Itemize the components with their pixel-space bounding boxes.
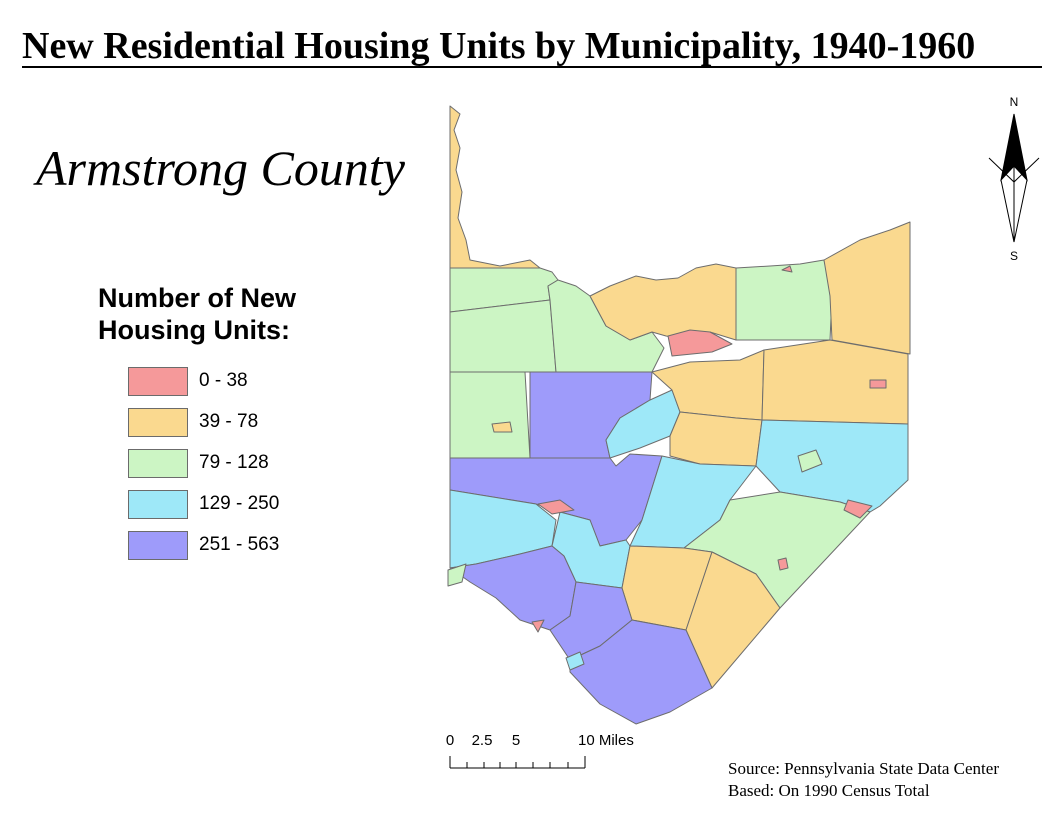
municipality-red-small-a[interactable] bbox=[537, 499, 575, 515]
municipality-red-small-b[interactable] bbox=[843, 499, 873, 519]
north-label: N bbox=[1010, 95, 1019, 109]
legend-item-class4: 129 - 250 bbox=[128, 490, 348, 520]
map-title: New Residential Housing Units by Municip… bbox=[22, 25, 976, 67]
north-arrow-icon: N S bbox=[988, 95, 1040, 263]
municipality-red-small-c[interactable] bbox=[531, 619, 545, 633]
source-note: Source: Pennsylvania State Data Center B… bbox=[728, 758, 1053, 802]
legend-item-class2: 39 - 78 bbox=[128, 408, 348, 438]
municipality-cyan-small[interactable] bbox=[565, 651, 585, 671]
municipality-far-northeast[interactable] bbox=[823, 221, 911, 355]
municipality-west-lower[interactable] bbox=[449, 371, 531, 459]
legend-item-class5: 251 - 563 bbox=[128, 531, 348, 561]
municipality-yellow-lower-center[interactable] bbox=[669, 411, 763, 467]
municipality-red-north[interactable] bbox=[667, 329, 733, 357]
legend-swatch-class3 bbox=[128, 449, 188, 478]
legend-label-class4: 129 - 250 bbox=[199, 493, 280, 514]
legend-title-line1: Number of New bbox=[98, 283, 297, 313]
source-line2: Based: On 1990 Census Total bbox=[728, 781, 930, 800]
legend-swatch-class2 bbox=[128, 408, 188, 437]
legend-label-class2: 39 - 78 bbox=[199, 411, 259, 432]
municipality-yellow-south-east[interactable] bbox=[685, 551, 781, 689]
municipality-north-central[interactable] bbox=[589, 263, 737, 341]
legend-label-class1: 0 - 38 bbox=[199, 370, 248, 391]
municipality-green-small[interactable] bbox=[797, 449, 823, 473]
south-label: S bbox=[1010, 249, 1018, 263]
legend-title-line2: Housing Units: bbox=[98, 315, 290, 345]
legend-item-class1: 0 - 38 bbox=[128, 367, 348, 397]
municipality-red-small-e[interactable] bbox=[777, 557, 789, 571]
municipality-west-middle[interactable] bbox=[449, 299, 557, 373]
municipality-yellow-small[interactable] bbox=[491, 421, 513, 433]
scale-label-0: 0 bbox=[446, 732, 454, 749]
county-map bbox=[447, 105, 911, 725]
legend-swatch-class1 bbox=[128, 367, 188, 396]
legend-swatch-class4 bbox=[128, 490, 188, 519]
municipality-yellow-east[interactable] bbox=[761, 339, 909, 425]
municipality-northwest-strip[interactable] bbox=[449, 105, 541, 269]
scale-label-5: 5 bbox=[512, 732, 520, 749]
title-underline bbox=[22, 66, 1042, 68]
scale-label-10-miles: 10 Miles bbox=[578, 732, 634, 749]
legend-title: Number of New Housing Units: bbox=[98, 282, 358, 346]
scale-bar: 0 2.5 5 10 Miles bbox=[446, 732, 634, 769]
county-label: Armstrong County bbox=[36, 140, 405, 196]
municipality-red-small-d[interactable] bbox=[869, 379, 887, 389]
legend-label-class5: 251 - 563 bbox=[199, 534, 280, 555]
municipality-green-small-west[interactable] bbox=[447, 563, 467, 587]
legend-swatch-class5 bbox=[128, 531, 188, 560]
legend-label-class3: 79 - 128 bbox=[199, 452, 269, 473]
municipality-northeast-green[interactable] bbox=[735, 259, 833, 341]
source-line1: Source: Pennsylvania State Data Center bbox=[728, 759, 999, 778]
municipality-red-small-f[interactable] bbox=[781, 265, 793, 273]
scale-label-2-5: 2.5 bbox=[472, 732, 493, 749]
legend-item-class3: 79 - 128 bbox=[128, 449, 348, 479]
